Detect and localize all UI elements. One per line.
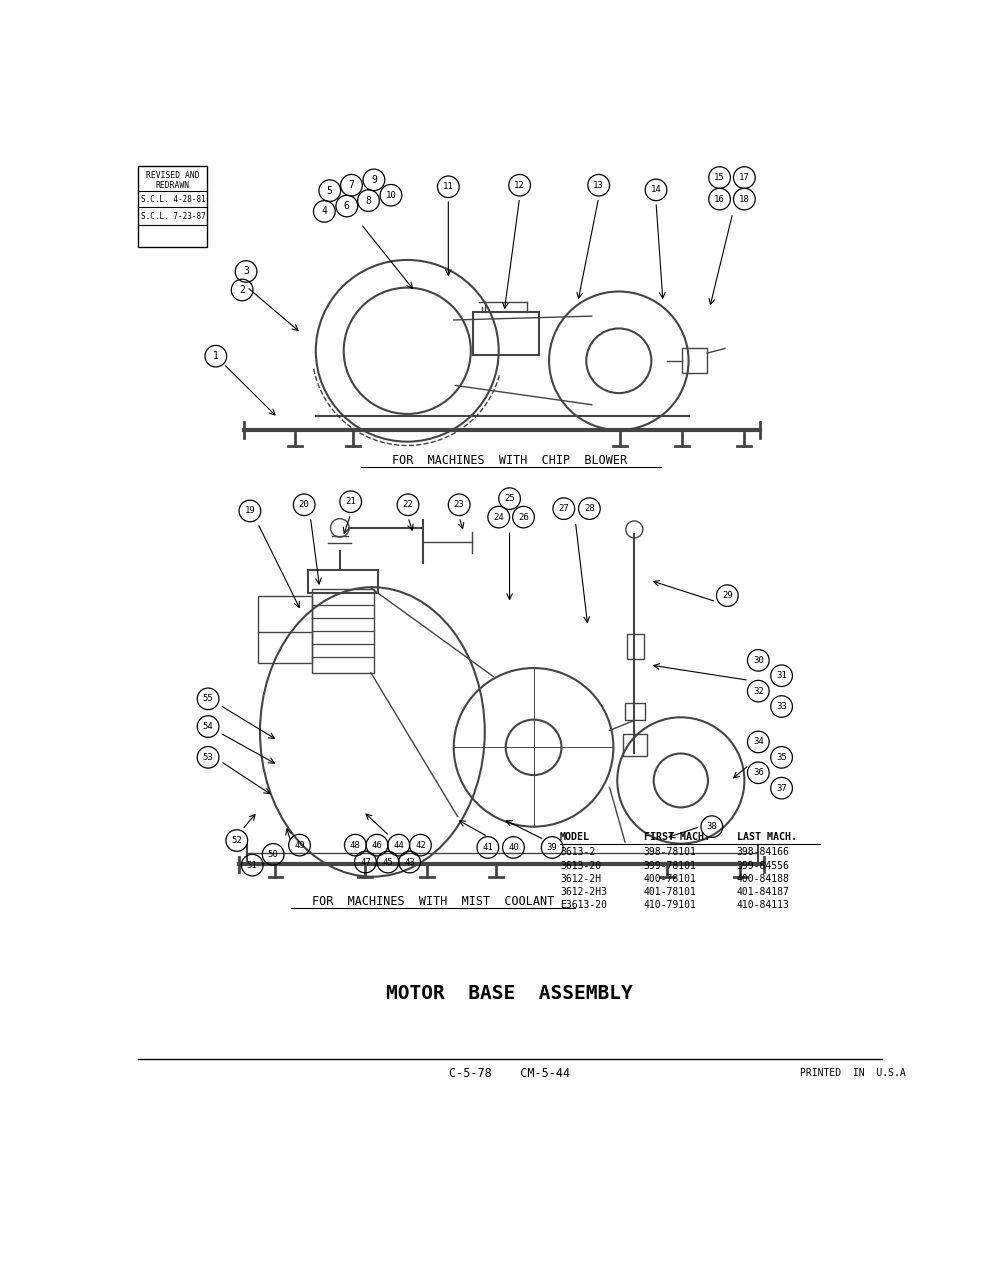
Text: 35: 35 — [775, 753, 786, 762]
Text: 400-78101: 400-78101 — [643, 874, 696, 884]
Text: 3613-20: 3613-20 — [560, 861, 600, 870]
Text: 410-79101: 410-79101 — [643, 900, 696, 910]
Text: 16: 16 — [714, 194, 725, 203]
Text: 3612-2H3: 3612-2H3 — [560, 887, 606, 897]
Text: 25: 25 — [504, 494, 515, 503]
Text: 22: 22 — [403, 501, 413, 510]
Text: 9: 9 — [371, 175, 377, 185]
Bar — [311, 589, 374, 673]
Text: 33: 33 — [775, 701, 786, 710]
Text: 398-78101: 398-78101 — [643, 847, 696, 857]
Text: FIRST MACH.: FIRST MACH. — [643, 831, 709, 842]
Text: 401-78101: 401-78101 — [643, 887, 696, 897]
Text: 37: 37 — [775, 784, 786, 793]
Text: 12: 12 — [514, 180, 525, 189]
Bar — [308, 570, 378, 593]
Bar — [138, 166, 207, 247]
Text: 24: 24 — [493, 512, 504, 521]
Text: S.C.L. 7-23-87: S.C.L. 7-23-87 — [141, 211, 206, 220]
Text: 401-84187: 401-84187 — [736, 887, 788, 897]
Text: 45: 45 — [382, 857, 393, 866]
Text: FOR  MACHINES  WITH  MIST  COOLANT: FOR MACHINES WITH MIST COOLANT — [311, 894, 554, 907]
Text: LAST MACH.: LAST MACH. — [736, 831, 796, 842]
Text: 44: 44 — [393, 840, 404, 849]
Text: 51: 51 — [247, 861, 257, 870]
Text: 28: 28 — [583, 505, 594, 514]
Bar — [626, 634, 643, 659]
Text: 49: 49 — [294, 840, 304, 849]
Text: 3613-2: 3613-2 — [560, 847, 594, 857]
Text: 53: 53 — [203, 753, 214, 762]
Text: 17: 17 — [739, 172, 749, 181]
Text: 43: 43 — [404, 857, 414, 866]
Text: 4: 4 — [321, 206, 327, 216]
Text: 3612-2H: 3612-2H — [560, 874, 600, 884]
Text: 19: 19 — [245, 507, 255, 516]
Bar — [257, 596, 311, 663]
Text: FOR  MACHINES  WITH  CHIP  BLOWER: FOR MACHINES WITH CHIP BLOWER — [392, 454, 626, 467]
Text: 1: 1 — [213, 351, 219, 362]
Bar — [624, 704, 644, 721]
Text: 46: 46 — [372, 840, 382, 849]
Text: 26: 26 — [518, 512, 529, 521]
Text: 15: 15 — [714, 172, 725, 181]
Text: 3: 3 — [243, 266, 248, 277]
Text: 36: 36 — [752, 768, 763, 777]
Text: 54: 54 — [203, 722, 214, 731]
Text: 48: 48 — [350, 840, 361, 849]
Text: MODEL: MODEL — [560, 831, 589, 842]
Text: 31: 31 — [775, 672, 786, 681]
Text: 20: 20 — [298, 501, 309, 510]
Text: 400-84188: 400-84188 — [736, 874, 788, 884]
Text: 41: 41 — [482, 843, 493, 852]
Text: 398-84166: 398-84166 — [736, 847, 788, 857]
Text: 14: 14 — [650, 185, 661, 194]
Bar — [473, 313, 539, 355]
Text: 55: 55 — [203, 694, 214, 703]
Text: 30: 30 — [752, 656, 763, 665]
Text: 21: 21 — [345, 497, 356, 506]
Text: 7: 7 — [348, 180, 354, 190]
Bar — [682, 349, 707, 373]
Text: 399-78101: 399-78101 — [643, 861, 696, 870]
Text: PRINTED  IN  U.S.A: PRINTED IN U.S.A — [799, 1068, 905, 1079]
Text: 27: 27 — [558, 505, 569, 514]
Text: 13: 13 — [592, 180, 603, 189]
Text: 39: 39 — [547, 843, 557, 852]
Text: 40: 40 — [508, 843, 518, 852]
Text: 6: 6 — [344, 201, 349, 211]
Text: E3613-20: E3613-20 — [560, 900, 606, 910]
Bar — [622, 735, 647, 755]
Text: C-5-78    CM-5-44: C-5-78 CM-5-44 — [448, 1067, 570, 1080]
Text: 10: 10 — [386, 190, 396, 199]
Text: 18: 18 — [739, 194, 749, 203]
Text: S.C.L. 4-28-81: S.C.L. 4-28-81 — [141, 196, 206, 205]
Text: 38: 38 — [706, 822, 717, 831]
Text: 399-84556: 399-84556 — [736, 861, 788, 870]
Text: MOTOR  BASE  ASSEMBLY: MOTOR BASE ASSEMBLY — [386, 985, 632, 1004]
Text: 410-84113: 410-84113 — [736, 900, 788, 910]
Text: 23: 23 — [453, 501, 464, 510]
Text: 32: 32 — [752, 687, 763, 696]
Text: REVISED AND: REVISED AND — [145, 171, 199, 180]
Text: 11: 11 — [442, 183, 453, 192]
Text: 42: 42 — [414, 840, 425, 849]
Text: 5: 5 — [326, 185, 332, 196]
Text: 2: 2 — [239, 284, 245, 295]
Text: 34: 34 — [752, 737, 763, 746]
Text: 8: 8 — [365, 196, 371, 206]
Text: 52: 52 — [232, 837, 242, 846]
Text: 47: 47 — [360, 857, 371, 866]
Text: REDRAWN: REDRAWN — [155, 180, 189, 189]
Text: 50: 50 — [267, 849, 278, 858]
Text: 29: 29 — [722, 591, 732, 600]
